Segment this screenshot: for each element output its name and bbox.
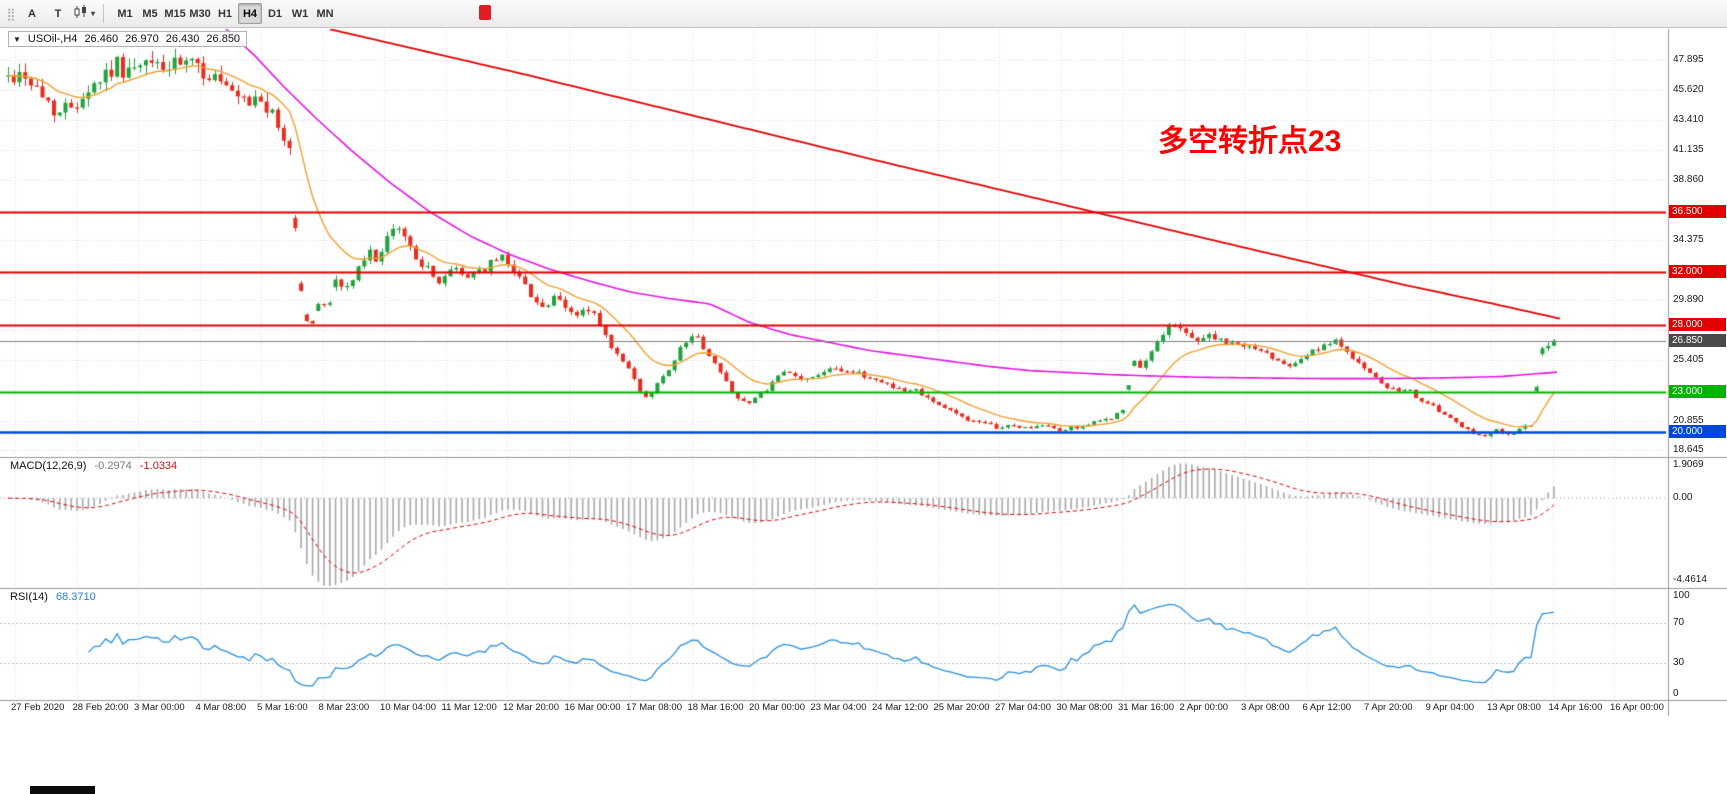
price-axis-label: 43.410 bbox=[1673, 113, 1704, 125]
rsi-scale-label: 70 bbox=[1673, 616, 1685, 628]
date-axis-label: 27 Feb 2020 bbox=[11, 702, 65, 713]
timeframe-group: M1 M5 M15 M30 H1 H4 D1 W1 MN bbox=[113, 3, 337, 24]
rsi-scale-label: 100 bbox=[1673, 590, 1690, 601]
toolbar: ⣿ A T ▾ M1 M5 M15 M30 H1 H4 D1 W1 MN bbox=[0, 0, 1727, 28]
date-axis-label: 13 Apr 08:00 bbox=[1487, 702, 1541, 713]
price-axis-label: 25.405 bbox=[1673, 353, 1704, 365]
date-axis-label: 11 Mar 12:00 bbox=[441, 702, 497, 713]
timeframe-button-mn[interactable]: MN bbox=[313, 3, 337, 24]
chart-type-button[interactable]: ▾ bbox=[72, 3, 96, 24]
date-axis-label: 12 Mar 20:00 bbox=[503, 702, 559, 713]
macd-main-value: -0.2974 bbox=[94, 460, 132, 472]
price-axis-label: 18.645 bbox=[1673, 444, 1704, 455]
timeframe-button-h4[interactable]: H4 bbox=[238, 3, 263, 24]
ohlc-close: 26.850 bbox=[206, 33, 241, 45]
timeframe-button-m1[interactable]: M1 bbox=[113, 3, 137, 24]
date-axis-label: 17 Mar 08:00 bbox=[626, 702, 682, 713]
timeframe-button-m30[interactable]: M30 bbox=[188, 3, 212, 24]
macd-scale-label: 0.00 bbox=[1673, 492, 1693, 504]
date-axis-label: 16 Mar 00:00 bbox=[564, 702, 621, 713]
date-axis-label: 8 Mar 23:00 bbox=[318, 702, 370, 713]
rsi-scale-label: 30 bbox=[1673, 657, 1685, 669]
bid-price-badge: 26.850 bbox=[1669, 333, 1726, 347]
date-axis-label: 10 Mar 04:00 bbox=[380, 702, 436, 713]
date-axis-label: 3 Mar 00:00 bbox=[134, 702, 185, 713]
chart-annotation-text: 多空转折点23 bbox=[1158, 125, 1342, 158]
timeframe-button-m15[interactable]: M15 bbox=[163, 3, 187, 24]
macd-signal-value: -1.0334 bbox=[139, 460, 178, 472]
text-tool-button[interactable]: T bbox=[46, 3, 70, 24]
timeframe-button-w1[interactable]: W1 bbox=[288, 3, 312, 24]
macd-label: MACD(12,26,9) bbox=[10, 460, 87, 472]
price-level-badge: 28.000 bbox=[1669, 318, 1726, 332]
rsi-scale-label: 0 bbox=[1673, 688, 1679, 699]
toolbar-grip-handle[interactable]: ⣿ bbox=[6, 6, 16, 21]
chevron-down-icon: ▾ bbox=[91, 9, 96, 18]
ohlc-low: 26.430 bbox=[165, 33, 200, 45]
price-level-badge: 23.000 bbox=[1669, 384, 1726, 398]
date-axis-label: 3 Apr 08:00 bbox=[1241, 702, 1290, 713]
price-level-badge: 32.000 bbox=[1669, 264, 1726, 278]
timeframe-button-h1[interactable]: H1 bbox=[213, 3, 237, 24]
macd-scale-label: 1.9069 bbox=[1673, 459, 1704, 470]
price-level-badge: 20.000 bbox=[1669, 424, 1726, 438]
date-axis-label: 18 Mar 16:00 bbox=[687, 702, 744, 713]
timeframe-button-m5[interactable]: M5 bbox=[138, 3, 162, 24]
rsi-value: 68.3710 bbox=[55, 591, 96, 603]
rsi-header: RSI(14) 68.3710 bbox=[10, 591, 101, 603]
date-axis-label: 25 Mar 20:00 bbox=[933, 702, 990, 713]
price-axis-label: 41.135 bbox=[1673, 144, 1704, 156]
date-axis-label: 24 Mar 12:00 bbox=[872, 702, 928, 713]
red-indicator-icon[interactable] bbox=[479, 5, 491, 20]
date-axis-label: 5 Mar 16:00 bbox=[257, 702, 308, 713]
date-axis-label: 23 Mar 04:00 bbox=[810, 702, 867, 713]
candlestick-chart-icon bbox=[73, 5, 88, 22]
date-axis-label: 30 Mar 08:00 bbox=[1056, 702, 1113, 713]
chart-title: ▼ USOil-,H4 26.460 26.970 26.430 26.850 bbox=[8, 31, 248, 47]
ohlc-high: 26.970 bbox=[125, 33, 159, 45]
date-axis-label: 9 Apr 04:00 bbox=[1425, 702, 1475, 713]
bottom-screen-fragment bbox=[30, 786, 95, 794]
date-axis-label: 2 Apr 00:00 bbox=[1179, 702, 1229, 713]
date-axis-label: 6 Apr 12:00 bbox=[1302, 702, 1352, 713]
price-axis-label: 45.620 bbox=[1673, 84, 1704, 96]
date-axis-label: 16 Apr 00:00 bbox=[1610, 702, 1664, 713]
toolbar-separator bbox=[103, 4, 105, 23]
price-axis-label: 38.860 bbox=[1673, 174, 1704, 186]
date-axis-label: 28 Feb 20:00 bbox=[72, 702, 129, 713]
price-axis-label: 34.375 bbox=[1673, 234, 1704, 246]
date-axis-label: 31 Mar 16:00 bbox=[1118, 702, 1174, 713]
price-axis-label: 20.855 bbox=[1673, 414, 1704, 426]
date-axis-label: 27 Mar 04:00 bbox=[995, 702, 1051, 713]
date-axis-label: 7 Apr 20:00 bbox=[1364, 702, 1413, 713]
price-axis-label: 47.895 bbox=[1673, 54, 1704, 65]
date-axis-label: 20 Mar 00:00 bbox=[749, 702, 805, 713]
chart-symbol-period: USOil-,H4 bbox=[27, 33, 78, 45]
date-axis-label: 14 Apr 16:00 bbox=[1548, 702, 1603, 713]
timeframe-button-d1[interactable]: D1 bbox=[263, 3, 287, 24]
macd-scale-label: -4.4614 bbox=[1673, 574, 1707, 585]
ohlc-open: 26.460 bbox=[84, 33, 119, 45]
date-axis-label: 4 Mar 08:00 bbox=[195, 702, 247, 713]
price-axis-label: 29.890 bbox=[1673, 294, 1704, 306]
rsi-label: RSI(14) bbox=[10, 591, 48, 603]
price-level-badge: 36.500 bbox=[1669, 204, 1726, 218]
oct-dropdown-icon[interactable]: ▼ bbox=[13, 34, 21, 44]
macd-header: MACD(12,26,9) -0.2974 -1.0334 bbox=[10, 460, 182, 472]
annotate-button[interactable]: A bbox=[20, 3, 44, 24]
